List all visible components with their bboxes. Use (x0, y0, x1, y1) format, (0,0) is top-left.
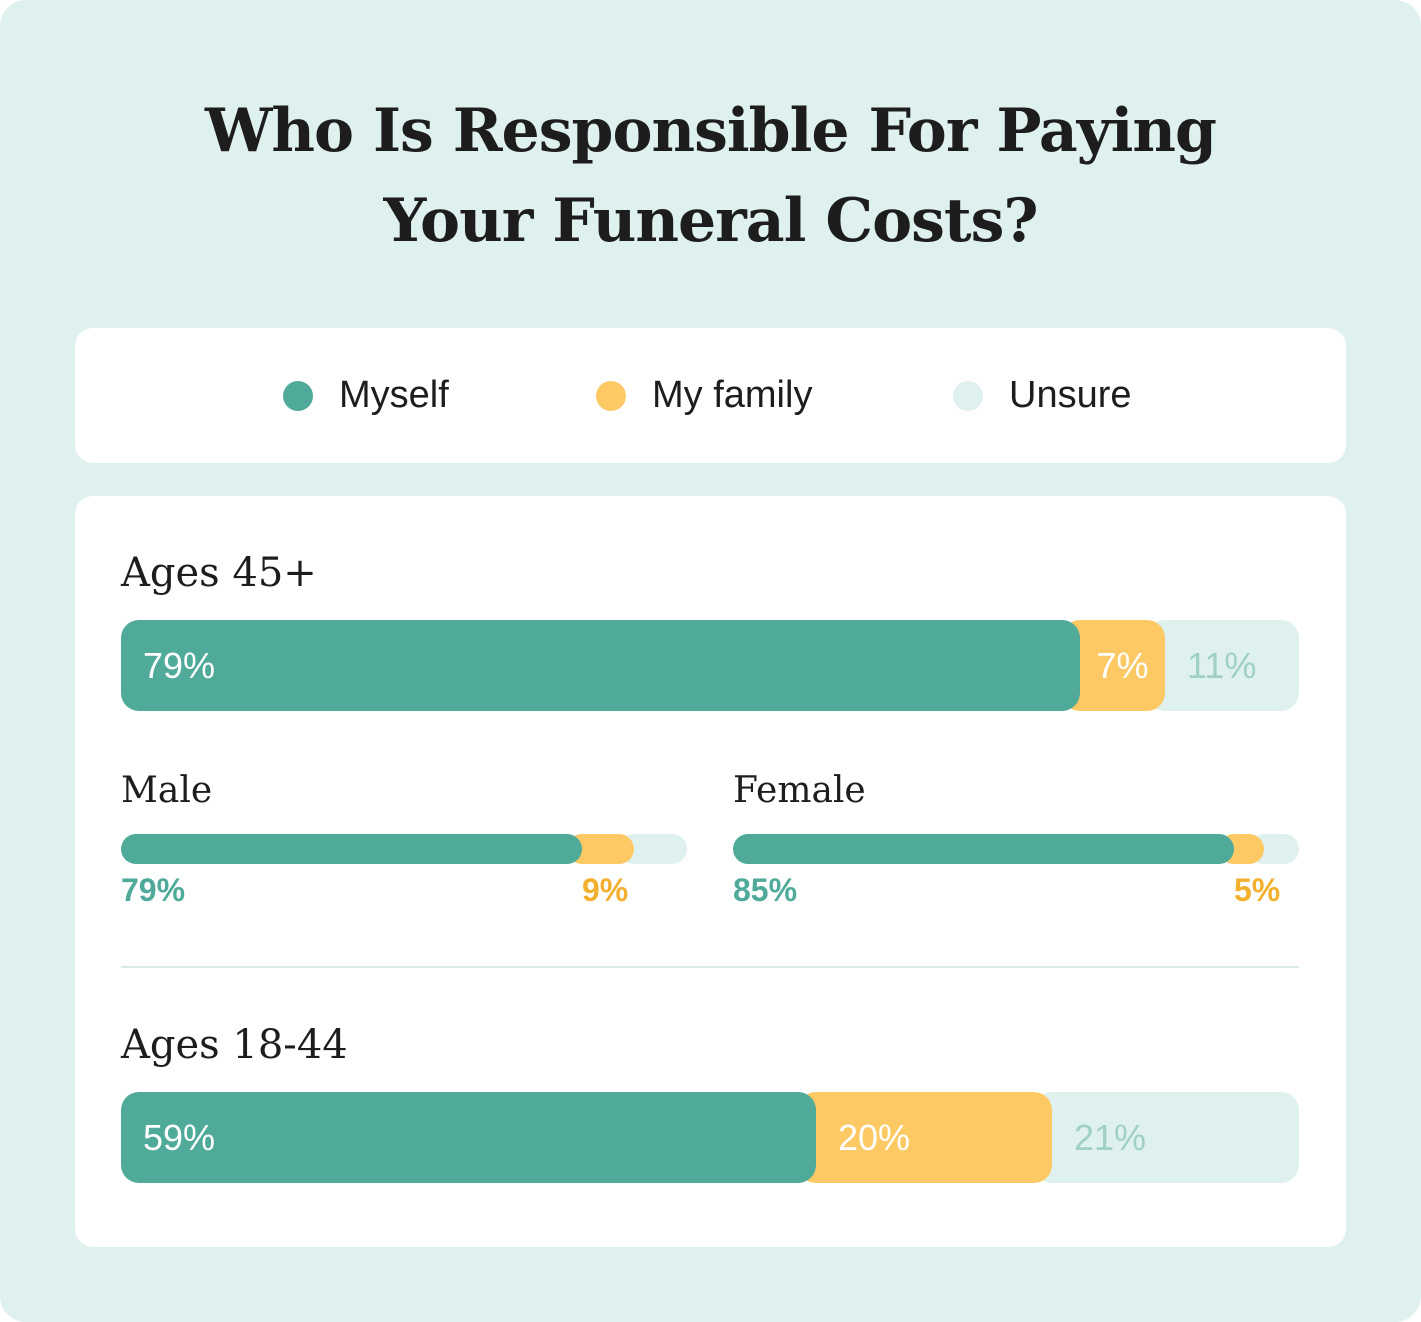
title-line-2: Your Funeral Costs? (383, 186, 1038, 256)
divider (121, 966, 1299, 968)
value-label-family: 5% (1234, 872, 1281, 908)
bar-label-myself: 79% (143, 644, 216, 686)
legend-label-myself: Myself (339, 374, 449, 416)
group-title-female: Female (733, 770, 866, 811)
group-title-ages-45: Ages 45+ (121, 550, 317, 596)
legend-dot-family (596, 380, 626, 411)
legend-label-unsure: Unsure (1009, 374, 1132, 416)
bar-segment-family: 20% (798, 1092, 1052, 1183)
bar-segment-myself (121, 834, 582, 864)
legend-item-family: My family (596, 328, 812, 463)
bar-label-unsure: 11% (1187, 644, 1257, 686)
legend-label-family: My family (652, 374, 813, 416)
bar-label-myself: 59% (143, 1116, 216, 1158)
bar-segment-myself: 79% (121, 620, 1080, 711)
value-label-myself: 85% (733, 872, 798, 908)
legend-dot-myself (283, 380, 313, 411)
bar-segment-myself: 59% (121, 1092, 816, 1183)
title-line-1: Who Is Responsible For Paying (205, 96, 1217, 166)
bar-label-unsure: 21% (1074, 1116, 1147, 1158)
value-label-family: 9% (582, 872, 629, 908)
chart-title: Who Is Responsible For Paying Your Funer… (0, 86, 1421, 266)
bar-segment-unsure: 11% (1147, 620, 1299, 711)
bar-ages-18-44: 21% 20% 59% (121, 1092, 1299, 1183)
legend-item-myself: Myself (283, 328, 449, 463)
bar-ages-45: 11% 7% 79% (121, 620, 1299, 711)
bar-label-family: 7% (1096, 644, 1149, 686)
value-label-myself: 79% (121, 872, 186, 908)
legend-item-unsure: Unsure (953, 328, 1132, 463)
bar-female (733, 834, 1299, 864)
bar-male (121, 834, 687, 864)
bar-segment-myself (733, 834, 1234, 864)
group-title-male: Male (121, 770, 213, 811)
bar-segment-unsure: 21% (1034, 1092, 1299, 1183)
bar-label-family: 20% (838, 1116, 911, 1158)
legend: Myself My family Unsure (75, 328, 1346, 463)
legend-dot-unsure (953, 380, 983, 411)
group-title-ages-18-44: Ages 18-44 (121, 1022, 348, 1068)
